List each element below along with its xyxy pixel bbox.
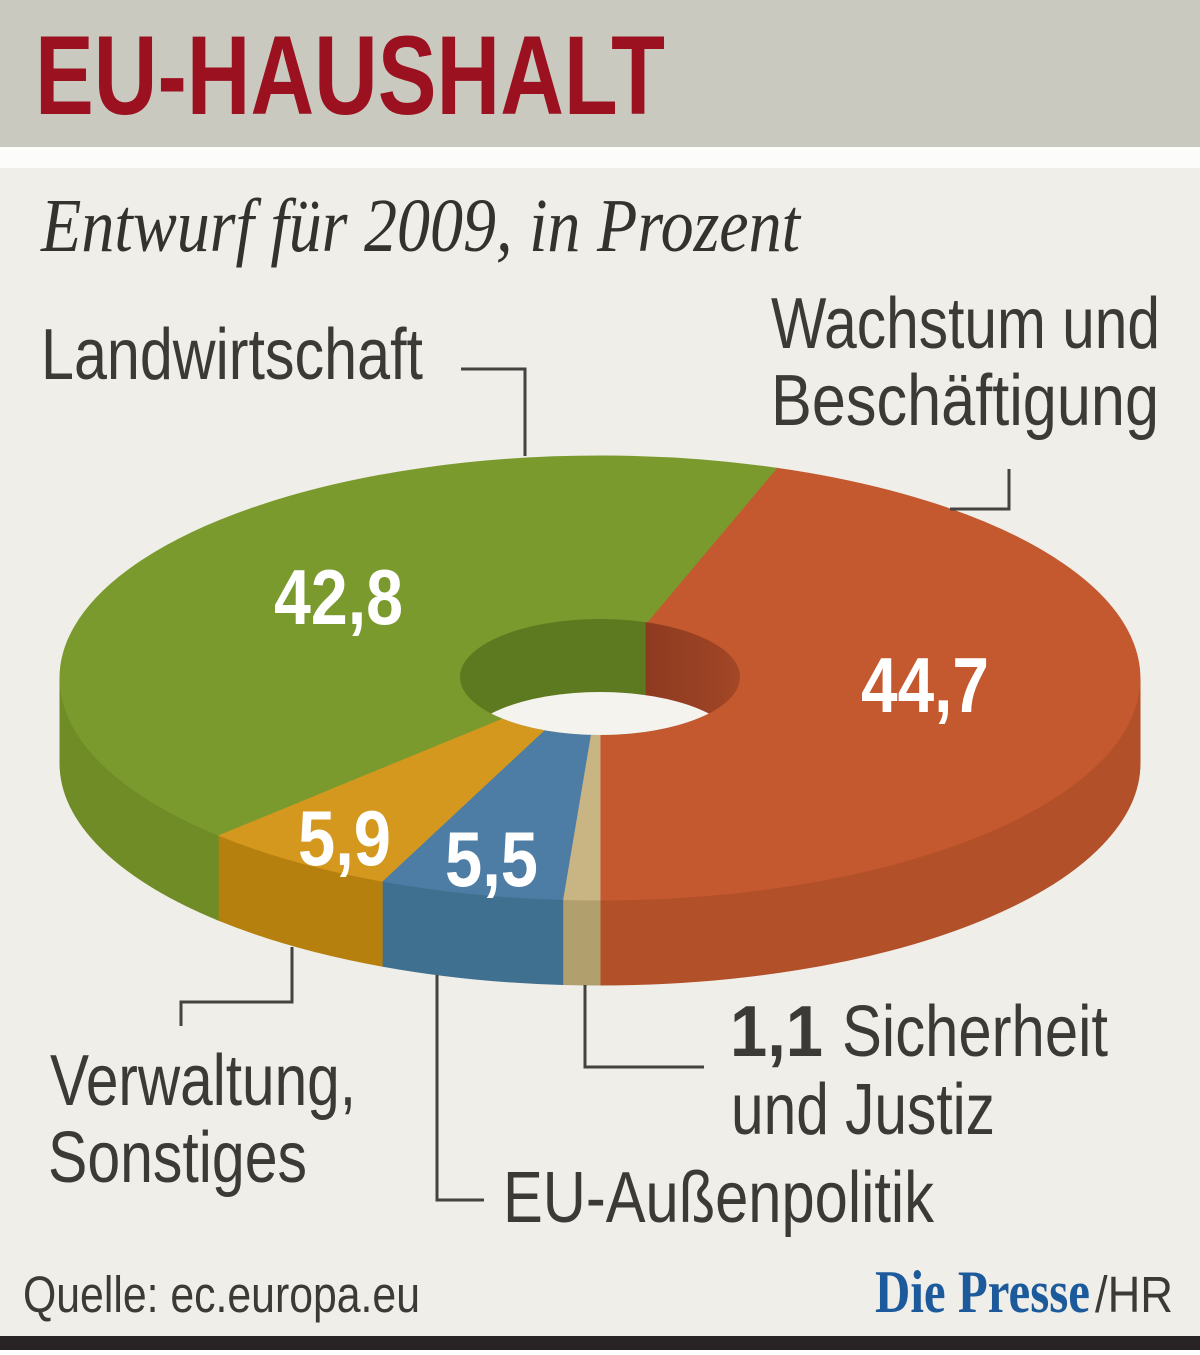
svg-text:und Justiz: und Justiz bbox=[731, 1070, 995, 1150]
svg-text:EU-HAUSHALT: EU-HAUSHALT bbox=[35, 13, 665, 138]
svg-text:Beschäftigung: Beschäftigung bbox=[771, 361, 1159, 441]
svg-text:Wachstum und: Wachstum und bbox=[771, 284, 1160, 364]
svg-text:EU-Außenpolitik: EU-Außenpolitik bbox=[503, 1158, 935, 1238]
svg-text:/HR: /HR bbox=[1095, 1266, 1173, 1323]
svg-text:1,1: 1,1 bbox=[730, 992, 823, 1072]
svg-text:44,7: 44,7 bbox=[861, 641, 989, 729]
svg-text:5,9: 5,9 bbox=[298, 794, 391, 882]
svg-text:Landwirtschaft: Landwirtschaft bbox=[41, 315, 423, 395]
svg-text:5,5: 5,5 bbox=[445, 815, 538, 903]
svg-text:Die Presse: Die Presse bbox=[875, 1259, 1090, 1325]
svg-text:Quelle: ec.europa.eu: Quelle: ec.europa.eu bbox=[23, 1266, 420, 1323]
svg-text:Verwaltung,: Verwaltung, bbox=[50, 1041, 356, 1121]
svg-text:42,8: 42,8 bbox=[274, 553, 403, 641]
svg-text:Entwurf für 2009, in Prozent: Entwurf für 2009, in Prozent bbox=[40, 184, 801, 268]
svg-text:Sonstiges: Sonstiges bbox=[48, 1118, 307, 1198]
svg-text:Sicherheit: Sicherheit bbox=[842, 992, 1108, 1072]
